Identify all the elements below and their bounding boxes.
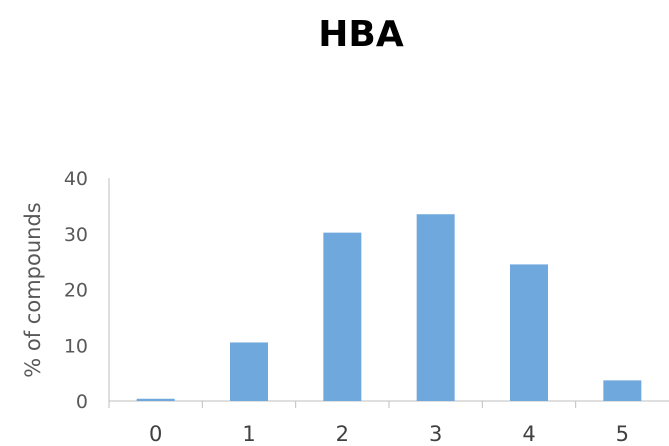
bar (416, 214, 455, 401)
x-tick-label: 3 (429, 422, 442, 446)
bar (230, 342, 268, 401)
x-tick-label: 0 (149, 422, 162, 446)
chart-title: HBA (318, 14, 404, 55)
bar (510, 264, 548, 401)
x-tick-label: 2 (336, 422, 349, 446)
plot-area: 0 10 20 30 40 0 1 2 3 4 5 (64, 168, 669, 446)
x-tick-label: 5 (616, 422, 629, 446)
bar (136, 398, 175, 401)
x-tick-label: 1 (242, 422, 255, 446)
y-tick-label: 10 (64, 335, 88, 357)
y-axis-label: % of compounds (21, 202, 45, 377)
y-tick-label: 40 (64, 168, 88, 190)
bar (603, 380, 642, 401)
y-tick-label: 20 (64, 280, 88, 302)
bar (323, 232, 362, 401)
y-tick-label: 0 (76, 391, 88, 413)
x-tick-label: 4 (522, 422, 535, 446)
y-tick-label: 30 (64, 224, 88, 246)
